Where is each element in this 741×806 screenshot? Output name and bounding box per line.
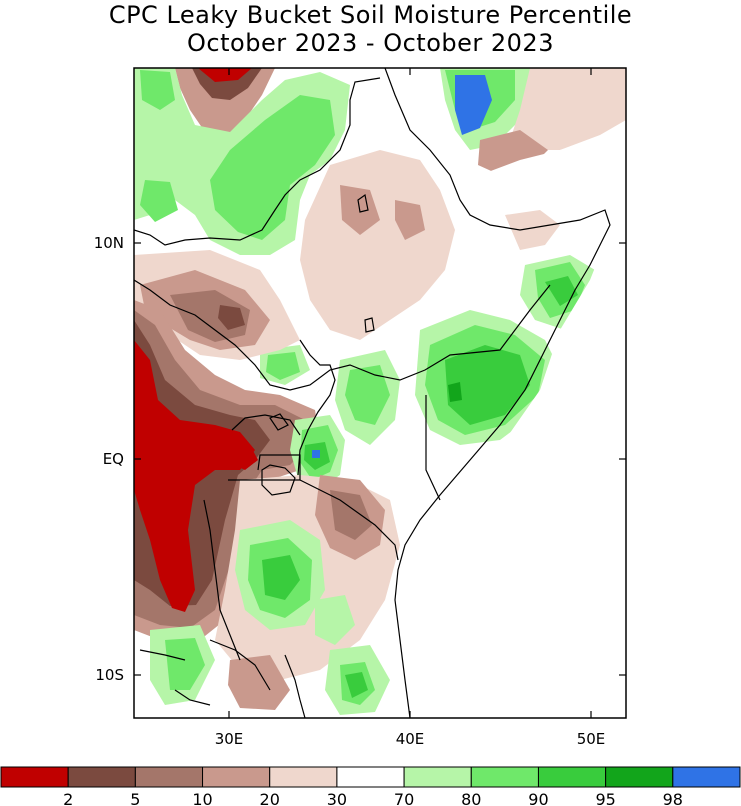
colorbar-swatch xyxy=(202,766,271,788)
indian-ocean-mask xyxy=(395,180,626,718)
colorbar-swatch xyxy=(269,766,338,788)
colorbar-label: 20 xyxy=(260,790,280,806)
colorbar-swatch xyxy=(672,766,741,788)
lat-label-eq: EQ xyxy=(103,450,124,468)
colorbar-label: 2 xyxy=(63,790,73,806)
colorbar-swatch xyxy=(134,766,204,788)
lon-label-50e: 50E xyxy=(577,730,606,748)
colorbar-label: 70 xyxy=(394,790,414,806)
axis-ticks xyxy=(134,68,626,718)
lon-label-30e: 30E xyxy=(215,730,244,748)
colorbar-swatch xyxy=(470,766,539,788)
map-fill-layer xyxy=(134,68,626,718)
map-frame xyxy=(133,67,627,719)
colorbar-swatch xyxy=(67,766,136,788)
colorbar-label: 80 xyxy=(461,790,481,806)
colorbar-label: 95 xyxy=(595,790,615,806)
colorbar-swatch xyxy=(537,766,607,788)
colorbar-label: 98 xyxy=(663,790,683,806)
borders-layer xyxy=(134,68,611,718)
dry-patch-north xyxy=(175,68,275,138)
lat-label-10n: 10N xyxy=(94,234,124,252)
lon-label-40e: 40E xyxy=(396,730,425,748)
colorbar-label: 30 xyxy=(327,790,347,806)
colorbar-swatch xyxy=(605,766,674,788)
map-title-line-1: CPC Leaky Bucket Soil Moisture Percentil… xyxy=(108,1,633,29)
dry-patch-ethiopia xyxy=(300,150,455,340)
colorbar-label: 10 xyxy=(192,790,212,806)
colorbar-labels: 2 5 10 20 30 70 80 90 95 98 xyxy=(63,790,683,806)
colorbar-swatch xyxy=(336,766,405,788)
colorbar xyxy=(0,766,741,788)
colorbar-label: 90 xyxy=(528,790,548,806)
colorbar-swatch xyxy=(403,766,472,788)
map-title-line-2: October 2023 - October 2023 xyxy=(187,29,554,57)
lat-label-10s: 10S xyxy=(95,666,124,684)
colorbar-swatch xyxy=(0,766,69,788)
colorbar-label: 5 xyxy=(130,790,140,806)
